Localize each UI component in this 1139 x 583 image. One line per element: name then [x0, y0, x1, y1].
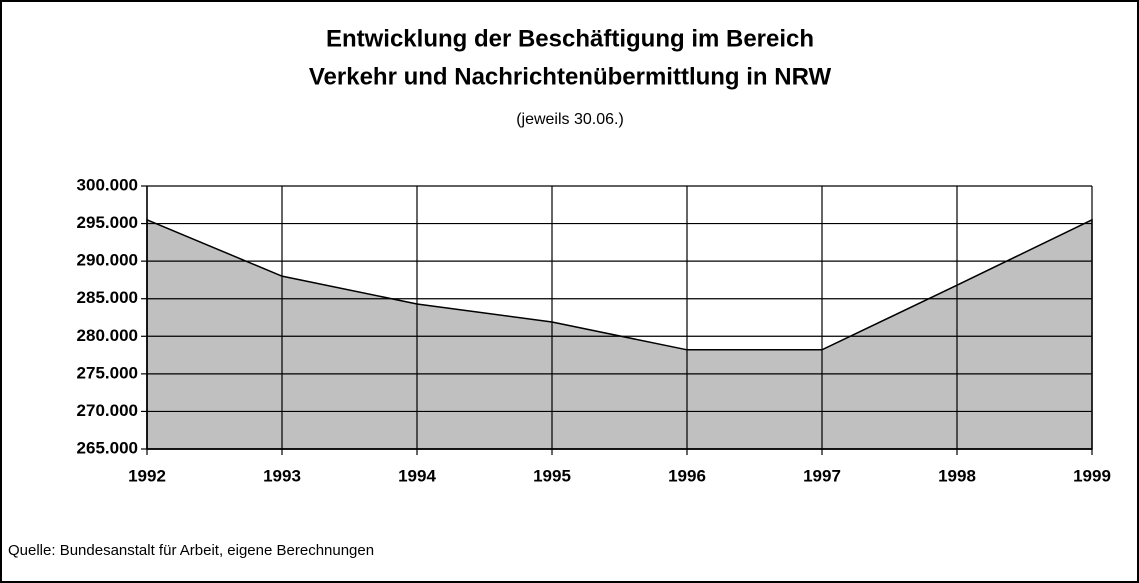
y-tick-label: 300.000: [77, 175, 138, 194]
x-tick-label: 1995: [533, 466, 571, 485]
y-tick-label: 295.000: [77, 213, 138, 232]
x-tick-label: 1997: [803, 466, 841, 485]
x-tick-label: 1996: [668, 466, 706, 485]
chart-title: Entwicklung der Beschäftigung im Bereich: [326, 25, 814, 52]
y-tick-label: 275.000: [77, 363, 138, 382]
y-tick-label: 290.000: [77, 251, 138, 270]
x-tick-label: 1993: [263, 466, 301, 485]
chart-subtitle: (jeweils 30.06.): [516, 111, 624, 128]
x-tick-label: 1999: [1073, 466, 1111, 485]
x-tick-label: 1998: [938, 466, 976, 485]
y-tick-label: 285.000: [77, 288, 138, 307]
y-tick-label: 280.000: [77, 326, 138, 345]
x-tick-label: 1992: [128, 466, 166, 485]
y-tick-label: 270.000: [77, 401, 138, 420]
source-note: Quelle: Bundesanstalt für Arbeit, eigene…: [8, 542, 374, 559]
x-tick-label: 1994: [398, 466, 436, 485]
chart-title: Verkehr und Nachrichtenübermittlung in N…: [309, 63, 832, 90]
y-tick-label: 265.000: [77, 438, 138, 457]
